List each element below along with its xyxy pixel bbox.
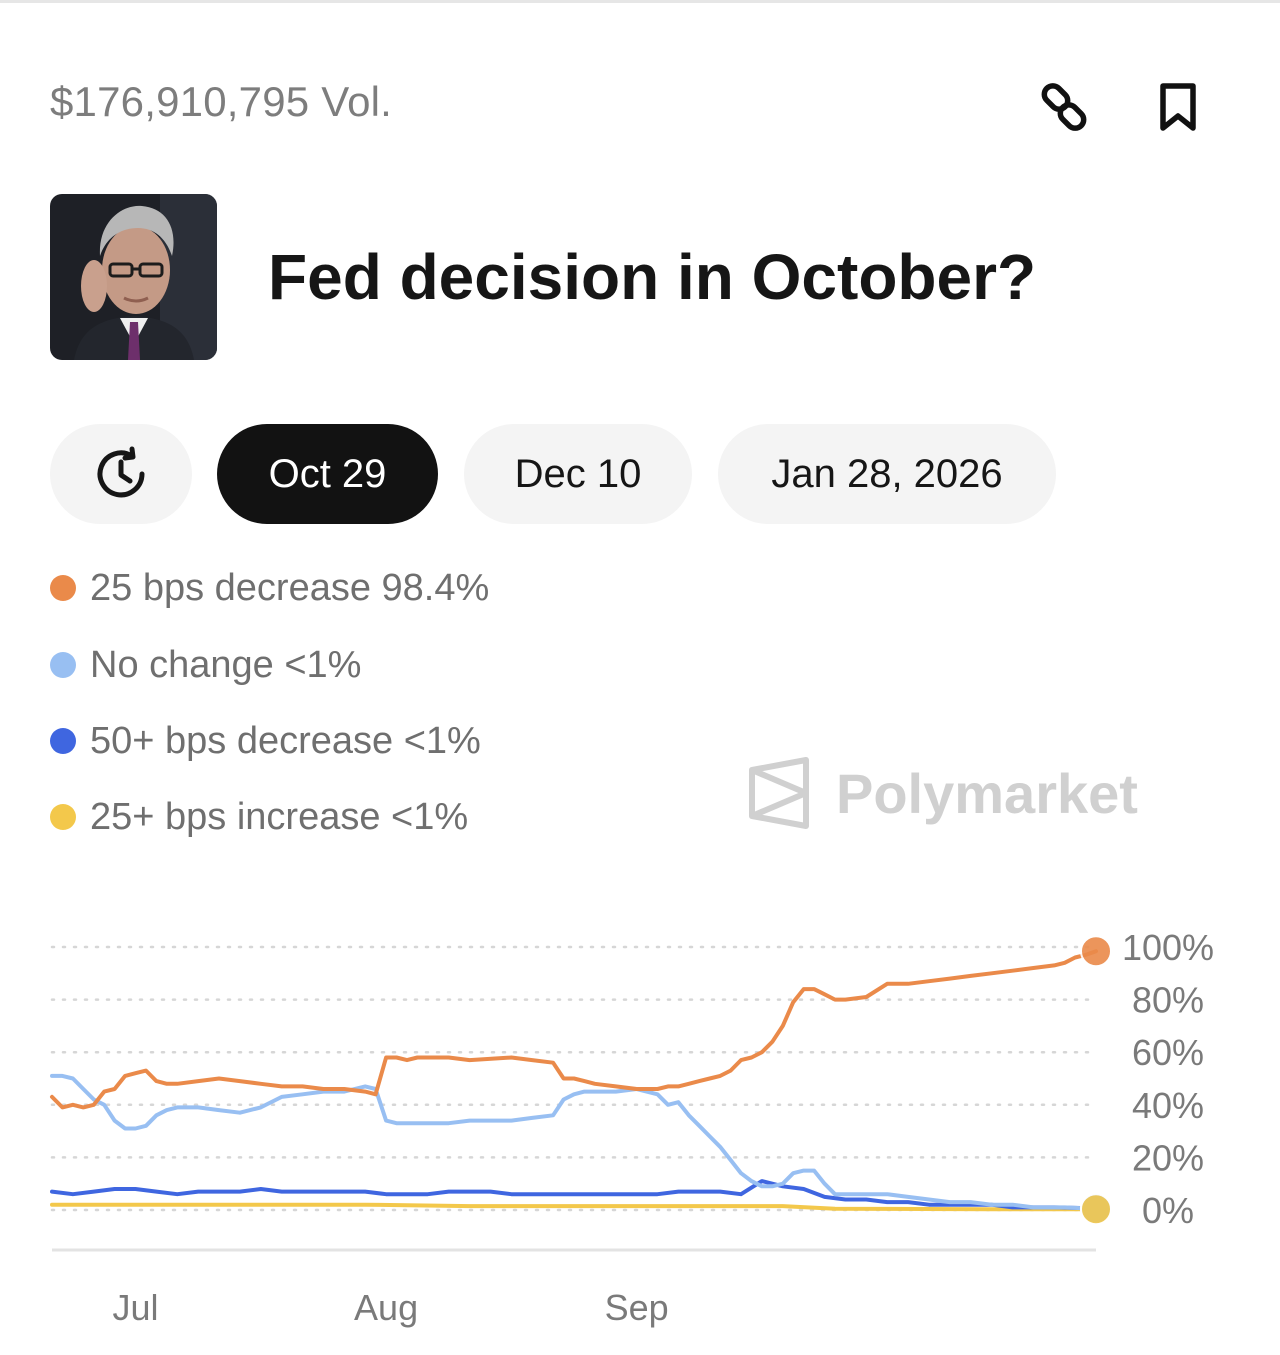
series-line-25-bps-increase <box>50 1202 1098 1212</box>
polymarket-watermark: Polymarket <box>748 756 1138 830</box>
watermark-text: Polymarket <box>836 761 1138 825</box>
x-tick-label: Jul <box>113 1287 159 1328</box>
polymarket-logo-icon <box>749 757 809 829</box>
probability-chart: 100% 80% 60% 40% 20% 0% Jul Aug Sep <box>50 927 1214 1328</box>
legend-item-no-change: No change <1% <box>50 642 361 688</box>
date-tab-oct-29[interactable]: Oct 29 <box>217 424 438 524</box>
series-end-marker <box>1080 1193 1112 1226</box>
bookmark-button[interactable] <box>1147 76 1209 138</box>
legend-label: 50+ bps decrease <1% <box>90 719 481 762</box>
legend-item-25-bps-decrease: 25 bps decrease 98.4% <box>50 565 489 611</box>
y-tick-label: 20% <box>1132 1137 1204 1178</box>
legend-item-50-bps-decrease: 50+ bps decrease <1% <box>50 718 481 764</box>
copy-link-button[interactable] <box>1033 76 1095 138</box>
volume-label: $176,910,795 Vol. <box>50 78 393 125</box>
y-tick-label: 40% <box>1132 1085 1204 1126</box>
x-tick-label: Aug <box>354 1287 418 1328</box>
y-tick-label: 0% <box>1142 1190 1194 1231</box>
legend-label: No change <1% <box>90 643 362 686</box>
y-tick-label: 80% <box>1132 980 1204 1021</box>
x-tick-label: Sep <box>605 1287 669 1328</box>
bookmark-icon <box>1160 83 1196 131</box>
y-tick-label: 100% <box>1122 927 1214 968</box>
legend-dot-light-blue <box>50 652 76 678</box>
history-button[interactable] <box>50 424 192 524</box>
legend-item-25-bps-increase: 25+ bps increase <1% <box>50 794 468 840</box>
date-tab-jan-28-2026[interactable]: Jan 28, 2026 <box>718 424 1056 524</box>
market-title: Fed decision in October? <box>268 241 1037 313</box>
top-divider <box>0 0 1280 3</box>
market-avatar <box>50 194 217 360</box>
legend-label: 25+ bps increase <1% <box>90 795 469 838</box>
legend-dot-yellow <box>50 804 76 830</box>
series-line-50-bps-decrease <box>50 1179 1098 1211</box>
legend-dot-blue <box>50 728 76 754</box>
date-tab-dec-10[interactable]: Dec 10 <box>464 424 692 524</box>
clock-history-icon <box>97 446 145 498</box>
link-icon <box>1041 83 1087 131</box>
series-end-marker <box>1080 935 1112 968</box>
portrait-avatar <box>50 194 217 360</box>
legend-dot-orange <box>50 575 76 601</box>
legend-label: 25 bps decrease 98.4% <box>90 566 490 609</box>
y-tick-label: 60% <box>1132 1032 1204 1073</box>
series-line-25-bps-decrease <box>50 949 1098 1110</box>
series-line-no-change <box>50 1073 1098 1211</box>
